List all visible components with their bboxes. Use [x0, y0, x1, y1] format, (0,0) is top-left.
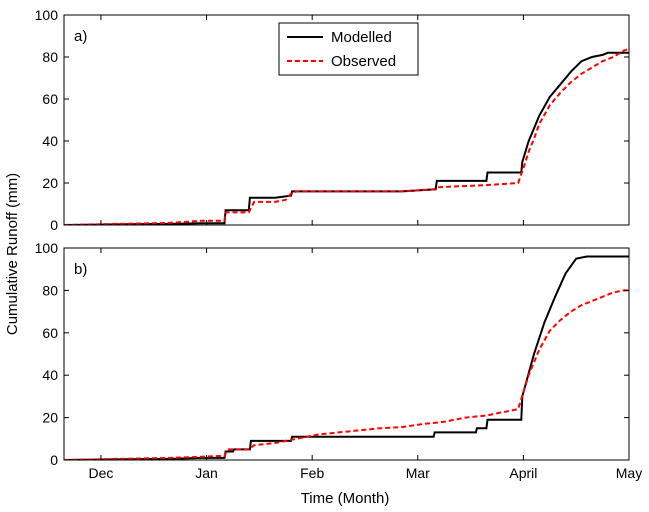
- series-line-observed: [64, 289, 629, 460]
- y-tick-label: 60: [42, 325, 58, 341]
- y-tick-label: 40: [42, 367, 58, 383]
- y-axis-label: Cumulative Runoff (mm): [4, 173, 21, 335]
- x-tick-label: Mar: [406, 465, 430, 481]
- y-tick-label: 80: [42, 49, 58, 65]
- series-line-modelled: [64, 255, 629, 460]
- series-line-observed: [64, 47, 629, 225]
- y-tick-label: 40: [42, 133, 58, 149]
- legend-box: [278, 22, 419, 76]
- y-tick-label: 100: [35, 7, 59, 23]
- panel-b: 0 20 40 60 80 100 Dec Jan Feb Mar April May b): [35, 240, 643, 481]
- y-tick-label: 20: [42, 175, 58, 191]
- panel-label: b): [74, 261, 87, 278]
- y-tick-label: 80: [42, 282, 58, 298]
- legend-label-modelled: Modelled: [331, 29, 392, 46]
- y-tick-label: 20: [42, 410, 58, 426]
- y-tick-label: 60: [42, 91, 58, 107]
- x-tick-label: May: [616, 465, 642, 481]
- panel-label: a): [74, 28, 87, 45]
- legend-label-observed: Observed: [331, 53, 396, 70]
- y-tick-label: 100: [35, 240, 59, 256]
- panel-a: 0 20 40 60 80 100 a) Modelled Observed: [35, 7, 630, 233]
- x-axis-label: Time (Month): [301, 490, 390, 507]
- plot-frame: [63, 14, 630, 226]
- plot-frame: [63, 247, 630, 461]
- x-tick-label: Jan: [195, 465, 218, 481]
- y-tick-label: 0: [50, 452, 58, 468]
- y-tick-label: 0: [50, 217, 58, 233]
- x-tick-label: April: [509, 465, 537, 481]
- x-tick-label: Dec: [89, 465, 114, 481]
- series-line-modelled: [64, 51, 629, 225]
- x-tick-label: Feb: [300, 465, 324, 481]
